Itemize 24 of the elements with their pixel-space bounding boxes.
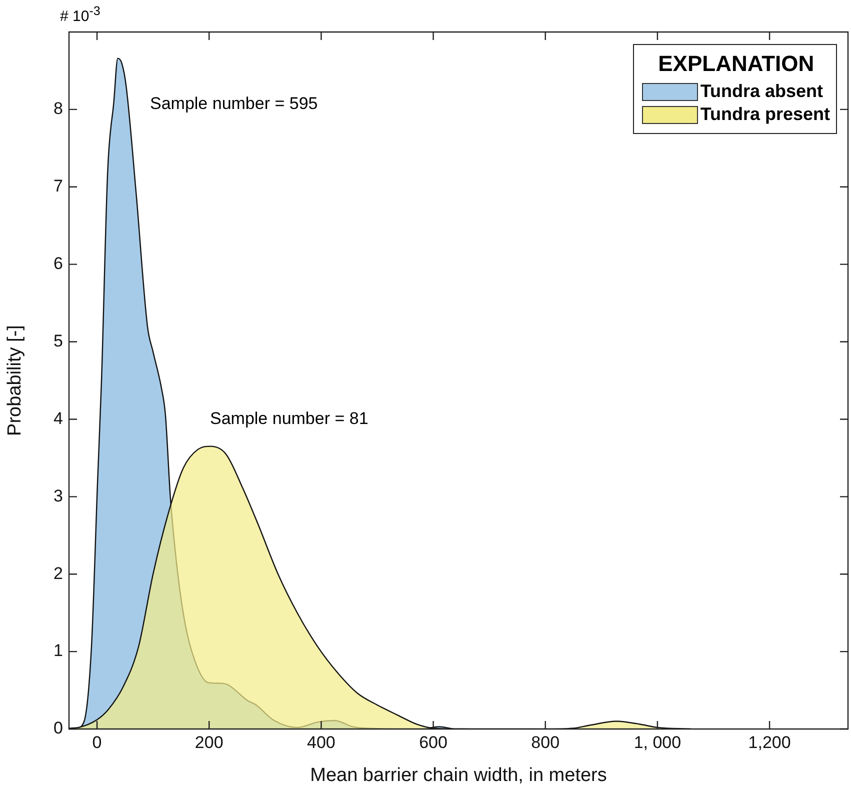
- y-axis-title: Probability [-]: [4, 325, 26, 436]
- annotation: Sample number = 81: [210, 409, 368, 429]
- x-tick-label: 400: [307, 732, 336, 752]
- x-tick-label: 1,200: [748, 732, 791, 752]
- y-tick-label: 3: [54, 486, 63, 506]
- y-tick-label: 2: [54, 564, 63, 583]
- legend-label: Tundra present: [700, 104, 830, 125]
- legend-label: Tundra absent: [700, 81, 823, 102]
- y-tick-label: 0: [54, 718, 63, 738]
- y-tick-label: 4: [54, 408, 63, 428]
- x-axis-title: Mean barrier chain width, in meters: [310, 764, 607, 786]
- y-tick-label: 5: [54, 331, 63, 350]
- x-tick-label: 800: [531, 732, 560, 752]
- x-tick-label: 1, 000: [634, 732, 682, 752]
- y-tick-label: 6: [54, 254, 63, 274]
- y-tick-label: 1: [54, 641, 63, 660]
- legend-title: EXPLANATION: [657, 51, 816, 77]
- y-tick-label: 7: [54, 176, 63, 196]
- annotation: Sample number = 595: [150, 94, 318, 114]
- text: # 10$^{-3}$: [60, 4, 100, 25]
- y-tick-label: 8: [54, 99, 63, 118]
- x-tick-label: 200: [194, 732, 224, 752]
- x-tick-label: 600: [419, 732, 448, 752]
- x-tick-label: 0: [92, 732, 102, 752]
